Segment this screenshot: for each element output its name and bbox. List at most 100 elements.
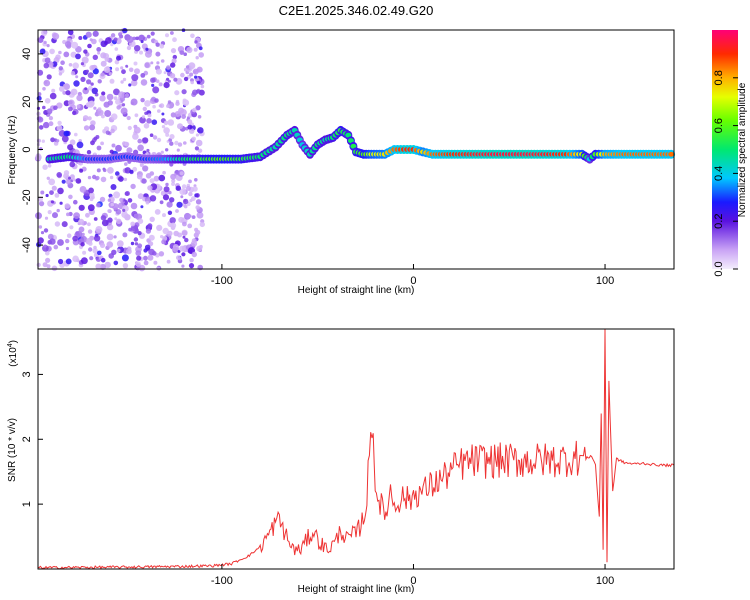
noise-speckle	[51, 265, 58, 272]
noise-speckle	[147, 254, 154, 261]
colorbar-tick-label: 0.2	[713, 214, 725, 229]
noise-speckle	[135, 36, 139, 41]
noise-speckle	[110, 202, 115, 207]
noise-speckle	[118, 91, 125, 99]
noise-speckle	[116, 105, 121, 110]
noise-speckle	[156, 61, 160, 65]
noise-speckle	[93, 106, 97, 110]
noise-speckle	[63, 170, 70, 176]
noise-speckle	[73, 212, 80, 220]
noise-speckle	[151, 119, 158, 125]
noise-speckle	[60, 60, 65, 65]
noise-speckle	[173, 77, 178, 82]
noise-speckle	[147, 223, 153, 229]
noise-speckle	[66, 212, 70, 217]
noise-speckle	[153, 175, 160, 182]
noise-speckle	[49, 92, 57, 100]
noise-speckle	[162, 227, 169, 235]
noise-speckle	[57, 239, 64, 246]
noise-speckle	[92, 248, 98, 254]
noise-speckle	[133, 61, 138, 66]
noise-speckle	[167, 100, 172, 104]
ridge-core	[347, 138, 354, 144]
noise-speckle	[119, 197, 124, 203]
noise-speckle	[140, 40, 144, 44]
noise-speckle	[198, 46, 203, 51]
noise-speckle	[181, 252, 186, 257]
noise-speckle	[38, 125, 44, 130]
noise-speckle	[75, 75, 79, 79]
noise-speckle	[95, 226, 103, 233]
noise-speckle	[159, 43, 165, 49]
noise-speckle	[188, 191, 193, 197]
noise-speckle	[133, 237, 139, 242]
y-tick-label: -40	[21, 237, 33, 253]
noise-speckle	[113, 88, 120, 96]
noise-speckle	[194, 40, 198, 44]
noise-speckle	[133, 126, 141, 134]
noise-speckle	[151, 83, 155, 87]
noise-speckle	[52, 32, 60, 40]
noise-speckle	[56, 125, 63, 132]
noise-speckle	[43, 244, 47, 248]
noise-speckle	[177, 250, 181, 253]
noise-speckle	[175, 101, 180, 106]
noise-speckle	[36, 95, 42, 101]
noise-speckle	[37, 116, 44, 123]
noise-speckle	[58, 72, 63, 76]
snr-y-ticks: 1 2 3	[21, 371, 43, 507]
noise-speckle	[48, 121, 54, 127]
noise-speckle	[82, 87, 89, 95]
noise-speckle	[179, 245, 186, 252]
noise-speckle	[89, 38, 93, 42]
noise-speckle	[182, 221, 187, 227]
noise-speckle	[192, 107, 197, 113]
noise-speckle	[109, 175, 114, 180]
noise-speckle	[111, 143, 116, 148]
noise-speckle	[125, 248, 132, 255]
noise-speckle	[99, 242, 106, 248]
noise-speckle	[57, 120, 62, 126]
noise-speckle	[156, 224, 163, 231]
noise-speckle	[138, 34, 146, 42]
noise-speckle	[130, 202, 138, 210]
noise-speckle	[97, 51, 101, 55]
noise-speckle	[108, 72, 113, 76]
noise-speckle	[75, 230, 83, 238]
noise-speckle	[174, 140, 179, 146]
noise-speckle	[152, 104, 156, 109]
noise-speckle	[160, 59, 165, 63]
noise-speckle	[194, 75, 198, 79]
noise-speckle	[102, 168, 107, 173]
noise-speckle	[183, 204, 188, 209]
noise-speckle	[95, 263, 102, 270]
noise-speckle	[195, 139, 203, 147]
noise-speckle	[70, 71, 76, 76]
x-tick-label: -100	[211, 575, 233, 587]
noise-speckle	[64, 203, 71, 209]
noise-speckle	[104, 261, 111, 269]
noise-speckle	[114, 217, 118, 221]
noise-speckle	[49, 190, 54, 196]
noise-speckle	[69, 225, 74, 230]
noise-speckle	[195, 133, 199, 137]
y-tick-label: 0	[21, 146, 33, 152]
noise-speckle	[78, 36, 83, 40]
noise-speckle	[115, 98, 121, 105]
noise-speckle	[63, 83, 68, 89]
noise-speckle	[42, 87, 46, 91]
noise-speckle	[127, 198, 133, 203]
noise-speckle	[43, 79, 51, 87]
noise-speckle	[88, 187, 94, 194]
noise-speckle	[165, 132, 170, 137]
noise-speckle	[77, 161, 82, 165]
noise-speckle	[139, 116, 146, 124]
noise-speckle	[46, 44, 50, 48]
noise-speckle	[147, 185, 153, 191]
noise-speckle	[149, 216, 155, 222]
noise-speckle	[78, 218, 85, 225]
noise-speckle	[118, 32, 123, 37]
noise-speckle	[124, 141, 130, 147]
noise-speckle	[63, 130, 70, 137]
noise-speckle	[97, 250, 102, 256]
